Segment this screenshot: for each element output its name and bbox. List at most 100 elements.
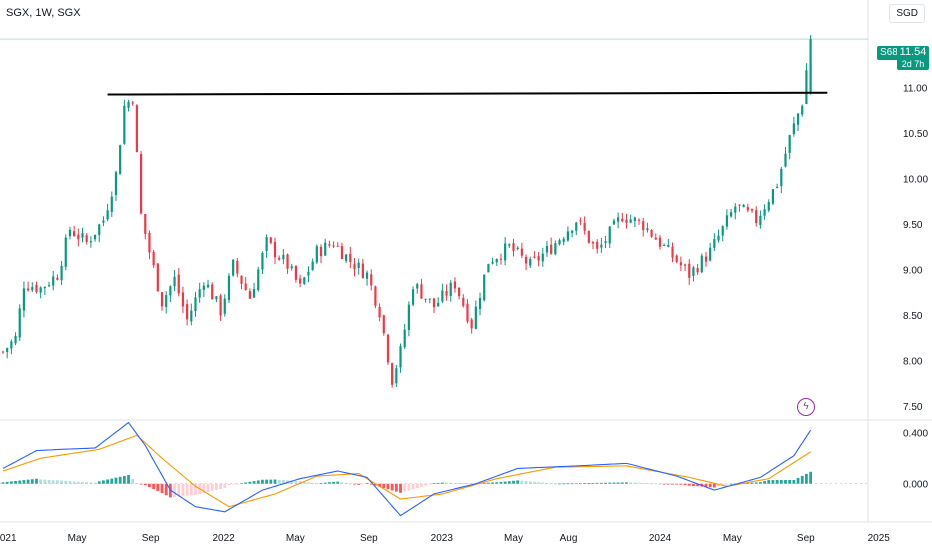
candle — [43, 286, 46, 289]
macd-histogram-bar — [440, 482, 444, 484]
candle — [692, 267, 695, 276]
macd-histogram-bar — [595, 482, 599, 484]
candle — [144, 214, 147, 234]
candle — [453, 281, 457, 289]
macd-histogram-bar — [729, 483, 733, 485]
candle — [604, 241, 607, 243]
macd-histogram-bar — [800, 475, 804, 484]
candle — [725, 215, 729, 227]
price-tick-label: 7.50 — [903, 402, 923, 413]
candle — [119, 145, 122, 175]
candle — [763, 209, 766, 216]
candle — [713, 239, 716, 248]
macd-histogram-bar — [244, 482, 248, 484]
macd-histogram-bar — [39, 479, 43, 484]
candle — [420, 284, 423, 299]
candle — [257, 269, 260, 291]
candle — [81, 233, 84, 238]
macd-histogram-bar — [763, 481, 766, 484]
candle — [31, 287, 34, 291]
candle — [211, 284, 214, 300]
macd-histogram-bar — [666, 483, 670, 485]
macd-histogram-bar — [378, 483, 382, 487]
macd-histogram-bar — [374, 483, 377, 486]
macd-histogram-bar — [298, 481, 302, 484]
candle — [215, 296, 218, 300]
candle — [332, 245, 335, 247]
macd-histogram-bar — [60, 480, 63, 484]
macd-histogram-bar — [428, 483, 432, 485]
candle — [784, 153, 787, 167]
candle — [575, 222, 578, 231]
macd-histogram-bar — [599, 482, 603, 484]
candle — [89, 241, 92, 243]
macd-histogram-bar — [156, 483, 160, 492]
macd-histogram-bar — [399, 483, 402, 493]
candle — [56, 277, 59, 280]
time-tick-label: 2021 — [0, 533, 17, 544]
macd-histogram-bar — [415, 483, 419, 489]
lightning-icon[interactable]: ϟ — [797, 398, 815, 416]
macd-histogram-bar — [420, 483, 423, 487]
candle — [746, 207, 749, 211]
candle — [303, 277, 306, 284]
macd-histogram-bar — [353, 483, 356, 485]
candle — [591, 242, 595, 244]
macd-histogram-bar — [302, 481, 306, 484]
candle — [738, 204, 741, 206]
candle — [227, 275, 231, 301]
candle — [14, 335, 17, 344]
macd-histogram-bar — [436, 482, 440, 484]
candle — [801, 105, 804, 115]
candle — [671, 246, 674, 258]
candle — [458, 287, 461, 297]
macd-histogram-bar — [35, 478, 38, 484]
candle — [77, 234, 80, 240]
candle — [252, 289, 256, 298]
macd-histogram-bar — [219, 483, 222, 489]
macd-histogram-bar — [102, 480, 105, 484]
candle — [395, 368, 398, 384]
candle — [370, 274, 373, 286]
candle — [625, 219, 628, 223]
candle — [219, 295, 222, 316]
macd-histogram-bar — [160, 483, 164, 494]
macd-histogram-bar — [307, 482, 310, 484]
candle — [428, 298, 431, 300]
resistance-line[interactable] — [107, 91, 828, 96]
candle — [541, 253, 544, 262]
macd-histogram-bar — [273, 479, 277, 484]
macd-histogram-bar — [541, 482, 545, 484]
candle — [717, 235, 720, 241]
candle — [566, 231, 570, 241]
candle — [378, 306, 381, 318]
macd-histogram-bar — [231, 483, 235, 485]
macd-histogram-bar — [792, 479, 796, 484]
macd-histogram-bar — [390, 483, 394, 491]
candle — [186, 304, 189, 320]
macd-histogram-bar — [620, 482, 624, 484]
macd-histogram-bar — [486, 482, 490, 484]
macd-histogram-bar — [679, 483, 683, 485]
macd-histogram-bar — [281, 480, 285, 484]
candle — [533, 256, 536, 258]
macd-histogram-bar — [148, 483, 151, 488]
macd-histogram-bar — [43, 479, 47, 484]
currency-button[interactable]: SGD — [889, 4, 925, 23]
candle — [60, 265, 63, 281]
macd-histogram-bar — [68, 481, 72, 484]
macd-histogram-bar — [717, 483, 720, 487]
candle — [311, 261, 314, 271]
candle — [169, 286, 172, 296]
time-tick-label: May — [723, 533, 742, 544]
macd-histogram-bar — [461, 483, 465, 484]
candle — [646, 228, 649, 231]
candle — [441, 290, 444, 302]
candle — [152, 251, 155, 266]
macd-histogram-bar — [139, 483, 143, 485]
macd-histogram-bar — [164, 483, 168, 496]
macd-histogram-bar — [721, 483, 725, 486]
candle — [160, 292, 164, 307]
candle — [68, 229, 72, 237]
